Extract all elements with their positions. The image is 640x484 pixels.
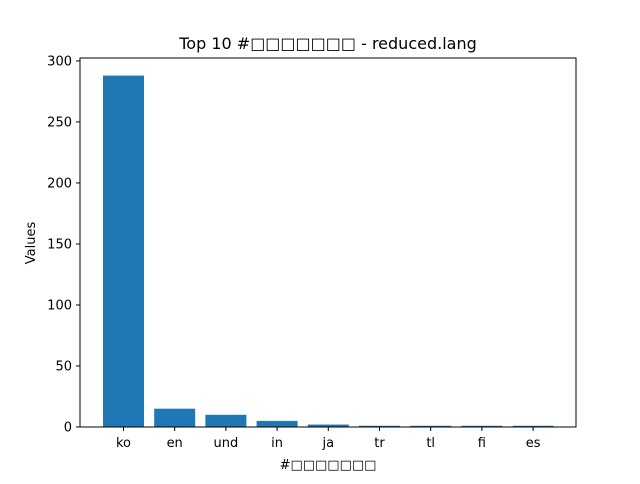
x-tick-label-ja: ja: [322, 436, 335, 451]
bar-und: [205, 414, 247, 427]
x-tick-label-en: en: [167, 436, 183, 451]
bar-fi: [461, 425, 503, 427]
x-axis-label: #□□□□□□□: [280, 458, 377, 473]
x-tick-label-und: und: [214, 436, 239, 451]
x-tick-label-ko: ko: [116, 436, 131, 451]
y-tick-label-100: 100: [47, 298, 72, 313]
x-axis: ko en und in ja tr tl fi es: [116, 427, 541, 451]
chart-title: Top 10 #□□□□□□□ - reduced.lang: [178, 34, 477, 53]
bar-tl: [410, 425, 452, 427]
bar-ja: [307, 424, 349, 427]
x-tick-label-tl: tl: [426, 436, 435, 451]
bar-tr: [359, 425, 400, 427]
x-tick-label-es: es: [526, 436, 541, 451]
y-tick-label-50: 50: [55, 359, 72, 374]
bar-in: [256, 420, 298, 427]
bar-ko: [103, 75, 144, 427]
bar-en: [154, 408, 196, 427]
bar-es: [512, 425, 554, 427]
bars-group: [103, 75, 554, 427]
x-tick-label-fi: fi: [478, 436, 486, 451]
plot-frame: [79, 57, 577, 428]
x-tick-label-tr: tr: [374, 436, 385, 451]
y-tick-label-150: 150: [47, 237, 72, 252]
y-tick-label-0: 0: [64, 421, 72, 436]
y-tick-label-200: 200: [47, 176, 72, 191]
y-tick-label-250: 250: [47, 115, 72, 130]
y-axis-label: Values: [24, 222, 39, 265]
y-axis: 0 50 100 150 200 250 300: [47, 54, 80, 436]
y-tick-label-300: 300: [47, 54, 72, 69]
x-tick-label-in: in: [271, 436, 283, 451]
